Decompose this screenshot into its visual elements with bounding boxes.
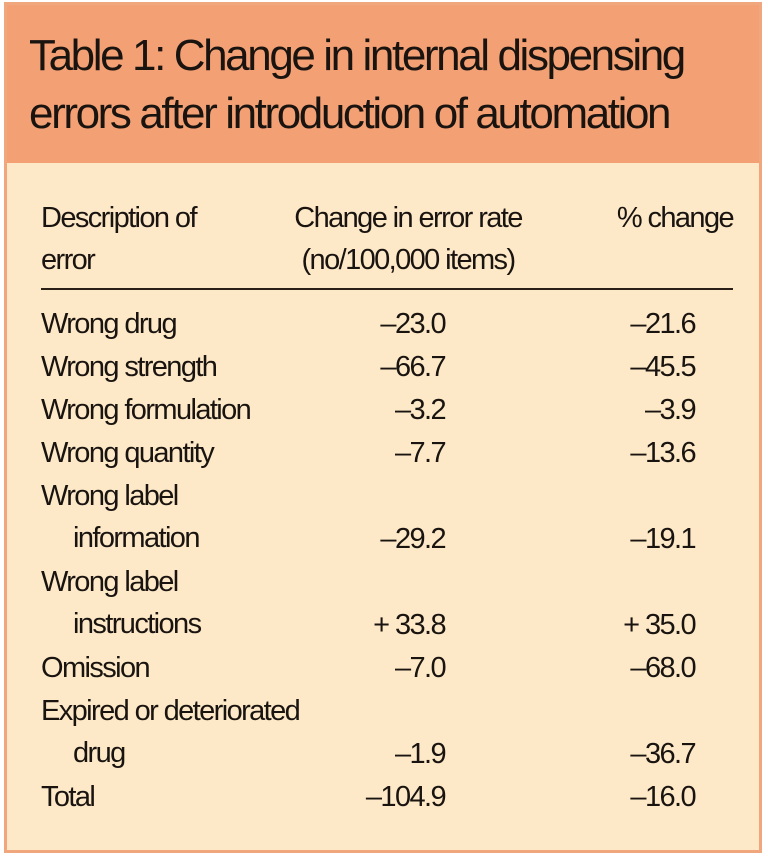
table-cell-percent: + 35.0 [623,609,696,641]
row-label: Expired or deteriorated [41,695,301,727]
table-header-band: Table 1: Change in internal dispensing e… [7,5,759,163]
table-cell-percent: –36.7 [630,738,696,770]
row-label: Wrong label [41,566,179,598]
table-cell-percent: –3.9 [644,394,697,426]
table-title-line-2: errors after introduction of automation [29,89,672,138]
table-cell-percent: –45.5 [630,351,696,383]
table-cell-percent: –13.6 [630,437,696,469]
table-row-description: Wrong strength [41,346,341,388]
table-row-description: Wrong label information [41,475,341,559]
table-cell-change: –7.7 [394,437,447,469]
table-row-description: Omission [41,647,341,689]
table-title: Table 1: Change in internal dispensing e… [29,27,749,143]
column-header-change: Change in error rate (no/100,000 items) [273,197,543,281]
column-header-description: Description of error [41,197,198,281]
column-header-percent: % change [616,202,735,234]
row-label: Omission [41,652,151,684]
table-cell-percent: –19.1 [630,523,696,555]
row-label: Wrong drug [41,308,178,340]
column-header-change-line-2: (no/100,000 items) [301,244,517,276]
table-card: Table 1: Change in internal dispensing e… [4,2,762,853]
row-label: Wrong label [41,480,179,512]
row-label: Wrong strength [41,351,218,383]
table-cell-percent: –16.0 [630,781,696,813]
row-label-continuation: information [73,522,200,554]
table-cell-percent: –21.6 [630,308,696,340]
header-divider [41,288,733,290]
column-header-description-line-1: Description of [41,202,198,234]
column-header-description-line-2: error [41,244,96,276]
table-cell-percent: –68.0 [630,652,696,684]
table-title-line-1: Table 1: Change in internal dispensing [29,31,686,80]
table-cell-change: –29.2 [380,523,446,555]
table-body: Description of error Change in error rat… [7,163,759,850]
table-row-description: Wrong drug [41,303,341,345]
table-cell-change: –23.0 [380,308,446,340]
table-row-description: Total [41,776,341,818]
table-cell-change: –3.2 [394,394,447,426]
table-row-description: Wrong formulation [41,389,341,431]
row-label: Wrong quantity [41,437,215,469]
table-cell-change: –66.7 [380,351,446,383]
table-cell-change: –1.9 [394,738,447,770]
row-label-continuation: drug [73,737,126,769]
table-row-description: Wrong label instructions [41,561,341,645]
row-label-continuation: instructions [73,608,202,640]
table-row-description: Expired or deteriorated drug [41,690,341,774]
row-label: Wrong formulation [41,394,252,426]
column-header-change-line-1: Change in error rate [294,202,523,234]
table-cell-change: –7.0 [394,652,447,684]
table-row-description: Wrong quantity [41,432,341,474]
table-cell-change: + 33.8 [373,609,446,641]
row-label: Total [41,781,96,813]
table-cell-change: –104.9 [365,781,447,813]
